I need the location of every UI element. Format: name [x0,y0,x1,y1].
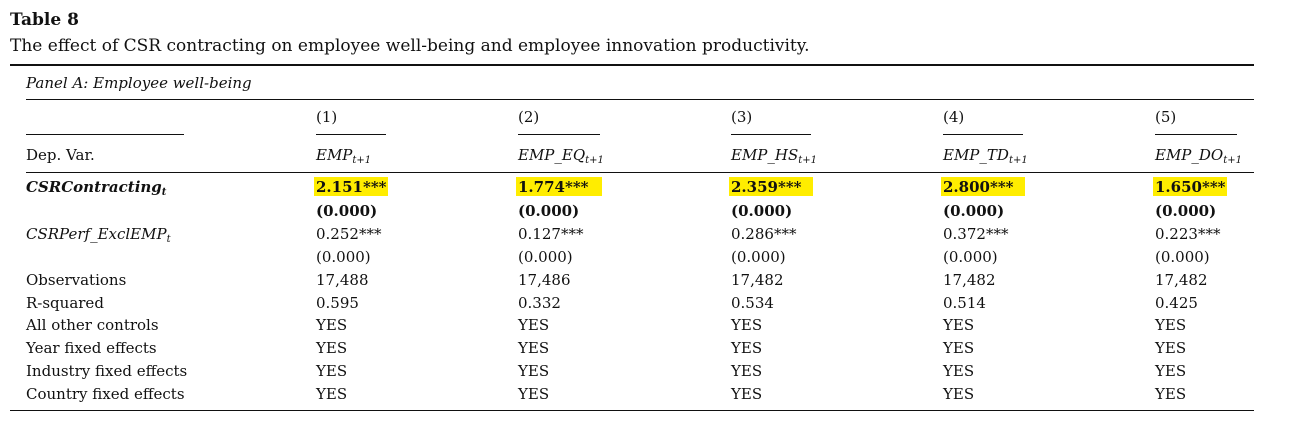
table-cell: YES [943,362,975,380]
table-cell: (0.000) [518,248,573,266]
bottom-rule [10,410,1254,411]
table-cell: YES [731,316,763,334]
col-5-rule [1155,134,1237,135]
panel-title: Panel A: Employee well-being [26,74,252,92]
col-1-var: EMPt+1 [316,146,372,166]
col-1-rule [316,134,386,135]
table-cell: YES [316,362,348,380]
row-label-observations: Observations [26,271,127,289]
row-label-other-controls: All other controls [26,316,159,334]
table-cell: 17,488 [316,271,369,289]
table-cell: 2.359*** [731,178,802,196]
col-5-var: EMP_DOt+1 [1155,146,1242,166]
table-cell: YES [943,339,975,357]
table-cell: YES [316,339,348,357]
table-cell: YES [731,362,763,380]
table-cell: 17,486 [518,271,571,289]
table-cell: 2.151*** [316,178,387,196]
highlight-col-3 [729,177,813,196]
table-label: Table 8 [10,10,79,30]
highlight-col-5 [1153,177,1227,196]
col-2-var: EMP_EQt+1 [518,146,604,166]
label-col-rule [26,134,184,135]
dep-var-label: Dep. Var. [26,146,95,164]
col-5-number: (5) [1155,108,1177,126]
table-cell: YES [1155,385,1187,403]
table-cell: 0.514 [943,294,986,312]
table-cell: 17,482 [731,271,784,289]
highlight-col-1 [314,177,388,196]
table-cell: 0.127*** [518,225,584,243]
table-cell: YES [316,316,348,334]
table-cell: YES [731,385,763,403]
col-3-number: (3) [731,108,753,126]
table-cell: (0.000) [316,248,371,266]
table-cell: (0.000) [1155,202,1217,220]
table-cell: YES [943,385,975,403]
table-cell: 1.774*** [518,178,589,196]
table-cell: (0.000) [943,202,1005,220]
table-cell: (0.000) [316,202,378,220]
row-label-industry-fe: Industry fixed effects [26,362,188,380]
table-cell: YES [1155,362,1187,380]
col-3-var: EMP_HSt+1 [731,146,818,166]
col-4-rule [943,134,1023,135]
table-cell: 0.534 [731,294,774,312]
table-cell: YES [518,362,550,380]
table-cell: YES [518,339,550,357]
table-cell: (0.000) [731,248,786,266]
table-cell: 0.252*** [316,225,382,243]
table-cell: 0.332 [518,294,561,312]
highlight-col-4 [941,177,1025,196]
table-cell: YES [1155,339,1187,357]
col-4-number: (4) [943,108,965,126]
col-2-rule [518,134,600,135]
table-cell: YES [316,385,348,403]
panel-rule [26,99,1254,100]
table-cell: (0.000) [518,202,580,220]
table-cell: YES [731,339,763,357]
table-cell: 17,482 [1155,271,1208,289]
col-2-number: (2) [518,108,540,126]
header-rule [26,172,1254,173]
table-cell: 0.372*** [943,225,1009,243]
row-label-r-squared: R-squared [26,294,104,312]
table-cell: 1.650*** [1155,178,1226,196]
table-cell: YES [518,316,550,334]
row-label-year-fe: Year fixed effects [26,339,157,357]
table-cell: 0.223*** [1155,225,1221,243]
table-cell: (0.000) [1155,248,1210,266]
table-cell: YES [518,385,550,403]
table-cell: 0.425 [1155,294,1198,312]
table-cell: YES [943,316,975,334]
table-cell: (0.000) [943,248,998,266]
top-rule [10,64,1254,66]
table-cell: (0.000) [731,202,793,220]
table-cell: YES [1155,316,1187,334]
row-label-csr-perf: CSRPerf_ExclEMPt [26,225,171,245]
table-cell: 2.800*** [943,178,1014,196]
col-3-rule [731,134,811,135]
table-cell: 0.286*** [731,225,797,243]
highlight-col-2 [516,177,602,196]
col-1-number: (1) [316,108,338,126]
table-cell: 0.595 [316,294,359,312]
col-4-var: EMP_TDt+1 [943,146,1028,166]
table-title: The effect of CSR contracting on employe… [10,36,810,56]
table-cell: 17,482 [943,271,996,289]
row-label-csr-contracting: CSRContractingt [26,178,167,198]
row-label-country-fe: Country fixed effects [26,385,185,403]
